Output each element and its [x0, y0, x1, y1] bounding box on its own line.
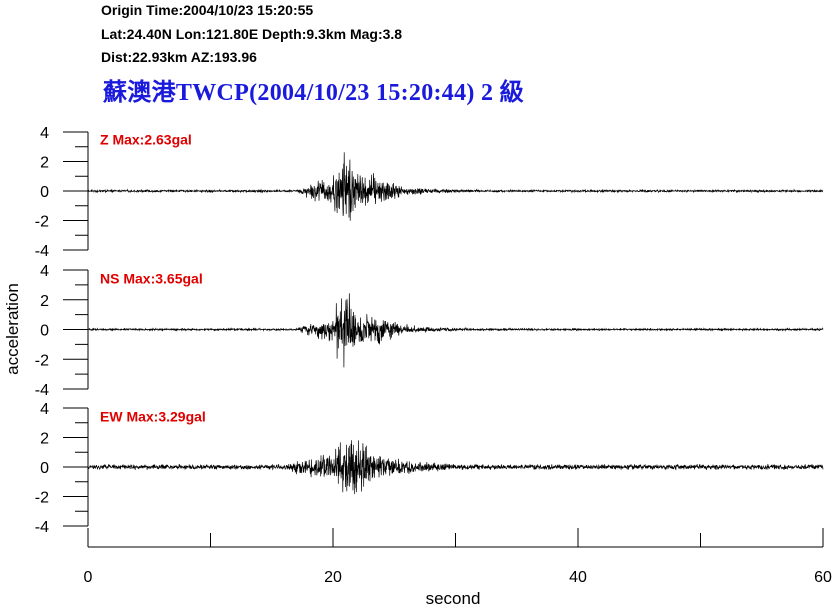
x-tick-label: 0 — [84, 569, 93, 586]
y-tick-label: 2 — [40, 293, 49, 310]
y-tick-label: 2 — [40, 155, 49, 172]
y-tick-label: -2 — [35, 490, 49, 507]
y-tick-label: 4 — [40, 125, 49, 142]
y-tick-label: -4 — [35, 519, 49, 536]
y-tick-label: 4 — [40, 401, 49, 418]
waveform-trace — [87, 152, 824, 221]
x-tick-label: 40 — [569, 569, 587, 586]
origin-time-text: Origin Time:2004/10/23 15:20:55 — [101, 2, 314, 18]
location-text: Lat:24.40N Lon:121.80E Depth:9.3km Mag:3… — [101, 26, 403, 42]
y-tick-label: 0 — [40, 184, 49, 201]
x-tick-label: 60 — [814, 569, 832, 586]
x-axis-title: second — [426, 589, 481, 608]
y-tick-label: -4 — [35, 382, 49, 399]
y-tick-label: 4 — [40, 263, 49, 280]
x-tick-label: 20 — [324, 569, 342, 586]
waveform-trace — [87, 440, 824, 495]
distance-text: Dist:22.93km AZ:193.96 — [101, 49, 257, 65]
station-title: 蘇澳港TWCP(2004/10/23 15:20:44) 2 級 — [103, 80, 524, 106]
channel-label: Z Max:2.63gal — [100, 131, 192, 147]
y-tick-label: 0 — [40, 460, 49, 477]
y-tick-label: 2 — [40, 431, 49, 448]
y-tick-label: 0 — [40, 323, 49, 340]
y-axis-title: acceleration — [3, 283, 22, 375]
channel-label: EW Max:3.29gal — [100, 408, 206, 424]
channel-label: NS Max:3.65gal — [100, 270, 203, 286]
y-tick-label: -2 — [35, 214, 49, 231]
y-tick-label: -4 — [35, 243, 49, 260]
y-tick-label: -2 — [35, 352, 49, 369]
waveform-trace — [87, 293, 824, 368]
